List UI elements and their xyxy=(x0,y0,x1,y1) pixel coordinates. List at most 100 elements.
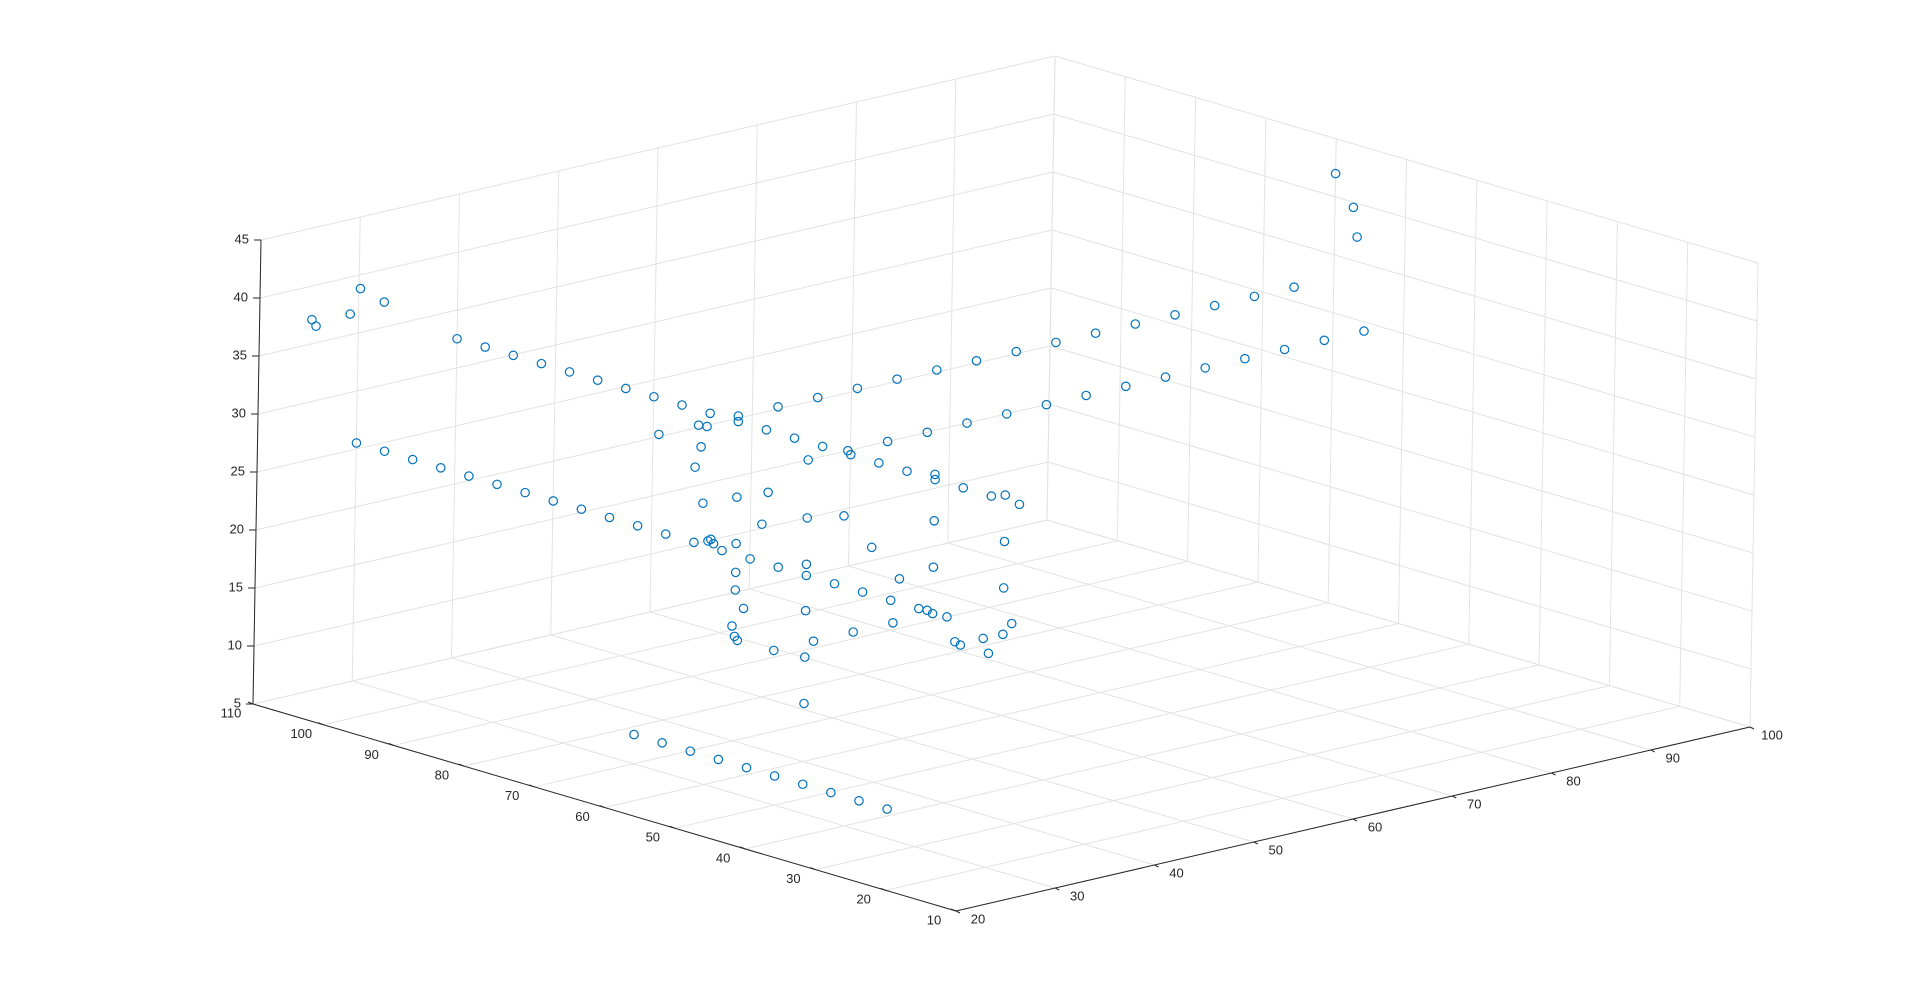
wall-grid-z xyxy=(1052,171,1757,380)
scatter-point xyxy=(732,635,743,646)
y-tick-label: 60 xyxy=(575,809,589,824)
scatter-point xyxy=(685,746,696,756)
scatter-point xyxy=(971,355,982,366)
x-tick-label: 70 xyxy=(1467,796,1481,811)
scatter-point xyxy=(922,427,933,438)
y-tick-label: 80 xyxy=(435,768,449,783)
z-tick-label: 45 xyxy=(235,231,249,246)
wall-grid-z xyxy=(1050,287,1755,496)
floor-grid-y xyxy=(815,685,1610,871)
scatter-point xyxy=(1359,326,1369,336)
scatter-point xyxy=(464,471,474,481)
scatter-point xyxy=(727,621,737,631)
wall-grid-z xyxy=(259,113,1055,299)
y-tick-mark xyxy=(880,887,886,891)
x-tick-label: 40 xyxy=(1169,865,1183,880)
scatter-point xyxy=(1081,390,1091,401)
wall-grid-z xyxy=(1051,229,1756,438)
scatter-point xyxy=(1130,319,1141,329)
z-tick-label: 25 xyxy=(231,463,245,478)
scatter-point xyxy=(508,350,519,361)
scatter-point xyxy=(689,537,699,548)
scatter-point xyxy=(882,804,892,814)
scatter-point xyxy=(738,603,749,614)
scatter-point xyxy=(1051,337,1061,348)
scatter-point xyxy=(677,400,687,410)
scatter-point xyxy=(732,492,742,502)
scatter-point xyxy=(902,466,912,477)
scatter-point xyxy=(928,562,939,572)
scatter-points xyxy=(307,168,1369,814)
scatter-point xyxy=(885,595,896,606)
x-tick-label: 20 xyxy=(971,911,985,926)
scatter-point xyxy=(978,633,988,644)
scatter-point xyxy=(854,796,864,806)
floor-grid-y xyxy=(323,540,1118,726)
y-tick-mark xyxy=(739,846,746,850)
y-tick-mark xyxy=(388,742,394,746)
scatter-point xyxy=(942,612,952,622)
scatter-point xyxy=(874,458,884,468)
scatter-point xyxy=(351,438,362,448)
scatter-point xyxy=(657,738,667,748)
scatter-point xyxy=(576,504,587,515)
scatter-point xyxy=(955,640,966,650)
scatter-point xyxy=(789,433,800,443)
y-tick-label: 40 xyxy=(716,850,730,865)
x-tick-label: 60 xyxy=(1368,819,1382,834)
scatter-point xyxy=(690,462,700,472)
x-tick-mark xyxy=(1650,749,1655,753)
scatter-point xyxy=(761,425,772,435)
scatter-point xyxy=(702,421,712,432)
scatter-point xyxy=(826,787,836,798)
scatter-point xyxy=(654,429,664,440)
scatter-point xyxy=(307,314,317,325)
scatter-point xyxy=(1014,499,1025,510)
scatter-point xyxy=(802,513,812,523)
y-tick-mark xyxy=(669,825,675,829)
scatter-point xyxy=(817,441,828,452)
y-tick-mark xyxy=(599,805,605,808)
scatter-point xyxy=(857,587,868,597)
scatter-point xyxy=(379,297,390,307)
scatter-point xyxy=(1330,168,1341,179)
scatter-point xyxy=(801,570,812,581)
scatter-point xyxy=(914,603,924,614)
scatter-point xyxy=(929,515,939,526)
scatter-point xyxy=(745,554,755,564)
scatter-point xyxy=(733,416,744,427)
scatter-point xyxy=(922,605,932,616)
x-tick-mark xyxy=(955,910,961,914)
scatter-point xyxy=(345,309,355,319)
scatter-point xyxy=(799,652,810,662)
scatter-point xyxy=(480,342,490,352)
scatter-point xyxy=(379,446,390,457)
floor-grid-y xyxy=(393,560,1188,746)
scatter-point xyxy=(894,574,905,584)
scatter-point xyxy=(592,375,603,385)
y-tick-label: 70 xyxy=(505,788,519,803)
scatter-point xyxy=(812,392,823,403)
z-tick-label: 10 xyxy=(228,637,242,652)
wall-grid-z xyxy=(254,403,1050,589)
scatter-point xyxy=(1000,490,1011,500)
wall-grid-z xyxy=(1048,403,1753,612)
x-tick-mark xyxy=(1154,864,1159,868)
floor-grid-y xyxy=(885,705,1680,891)
scatter-point xyxy=(660,529,671,539)
tick-labels: 20 30 40 50 60 70 80 90 100 10 20 30 40 50 60 70 80 90 100… xyxy=(221,231,1783,927)
y-tick-mark xyxy=(810,867,816,871)
wall-grid-z xyxy=(1049,345,1754,554)
wall-grid-z xyxy=(252,519,1048,705)
scatter-point xyxy=(931,365,942,375)
scatter-point xyxy=(763,487,773,498)
z-tick-label: 35 xyxy=(233,347,247,362)
scatter-point xyxy=(843,445,853,456)
axis-layer xyxy=(246,239,1755,914)
wall-grid-z xyxy=(258,171,1054,357)
scatter-point xyxy=(1121,381,1131,392)
wall-grid-z xyxy=(256,287,1052,473)
y-tick-mark xyxy=(950,908,957,912)
scatter-point xyxy=(803,455,813,465)
scatter-point xyxy=(629,729,639,740)
